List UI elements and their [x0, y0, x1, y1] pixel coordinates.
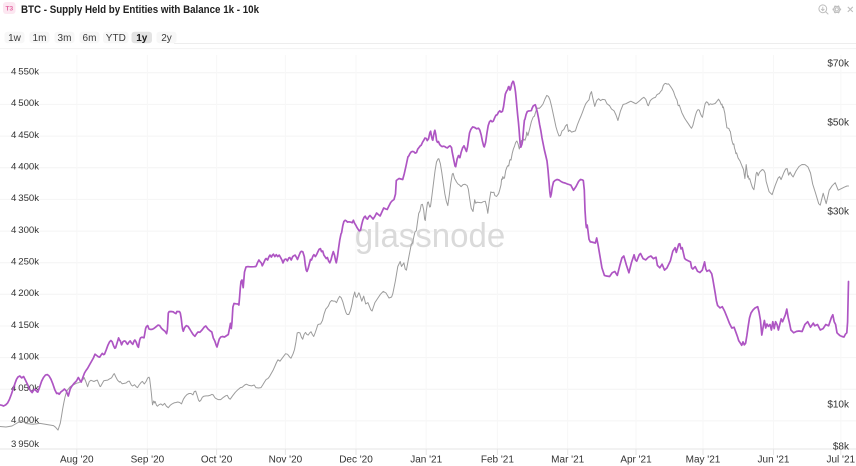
svg-text:$50k: $50k [827, 118, 850, 129]
svg-text:6m: 6m [83, 33, 97, 44]
svg-text:Apr '21: Apr '21 [620, 455, 652, 466]
svg-text:4 350k: 4 350k [11, 193, 39, 204]
svg-text:$10k: $10k [827, 400, 850, 411]
svg-text:Jun '21: Jun '21 [758, 455, 790, 466]
svg-text:4 200k: 4 200k [11, 288, 39, 299]
svg-text:Jan '21: Jan '21 [410, 455, 442, 466]
svg-text:4 450k: 4 450k [11, 130, 39, 141]
svg-text:2y: 2y [161, 33, 172, 44]
svg-text:4 050k: 4 050k [11, 383, 39, 394]
svg-text:Nov '20: Nov '20 [269, 455, 303, 466]
svg-text:Dec '20: Dec '20 [339, 455, 373, 466]
svg-text:3 950k: 3 950k [11, 439, 39, 450]
svg-text:$70k: $70k [827, 59, 850, 70]
svg-text:4 150k: 4 150k [11, 320, 39, 331]
svg-text:glassnode: glassnode [355, 217, 506, 255]
svg-text:4 000k: 4 000k [11, 415, 39, 426]
svg-text:1m: 1m [33, 33, 47, 44]
svg-text:Aug '20: Aug '20 [60, 455, 94, 466]
svg-text:$8k: $8k [833, 442, 850, 453]
svg-text:4 250k: 4 250k [11, 257, 39, 268]
svg-text:4 300k: 4 300k [11, 225, 39, 236]
svg-text:4 400k: 4 400k [11, 162, 39, 173]
svg-text:BTC - Supply Held by Entities: BTC - Supply Held by Entities with Balan… [21, 4, 260, 16]
svg-text:Mar '21: Mar '21 [551, 455, 584, 466]
svg-text:$30k: $30k [827, 207, 850, 218]
svg-text:1w: 1w [8, 33, 22, 44]
svg-text:1y: 1y [136, 33, 148, 44]
svg-text:4 550k: 4 550k [11, 67, 39, 78]
svg-text:Sep '20: Sep '20 [131, 455, 165, 466]
svg-text:T3: T3 [5, 6, 13, 13]
svg-text:4 500k: 4 500k [11, 98, 39, 109]
svg-text:Feb '21: Feb '21 [481, 455, 514, 466]
svg-text:May '21: May '21 [686, 455, 721, 466]
svg-text:4 100k: 4 100k [11, 351, 39, 362]
svg-text:Jul '21: Jul '21 [827, 455, 856, 466]
svg-text:Oct '20: Oct '20 [201, 455, 233, 466]
svg-text:YTD: YTD [106, 33, 126, 44]
svg-text:3m: 3m [58, 33, 72, 44]
